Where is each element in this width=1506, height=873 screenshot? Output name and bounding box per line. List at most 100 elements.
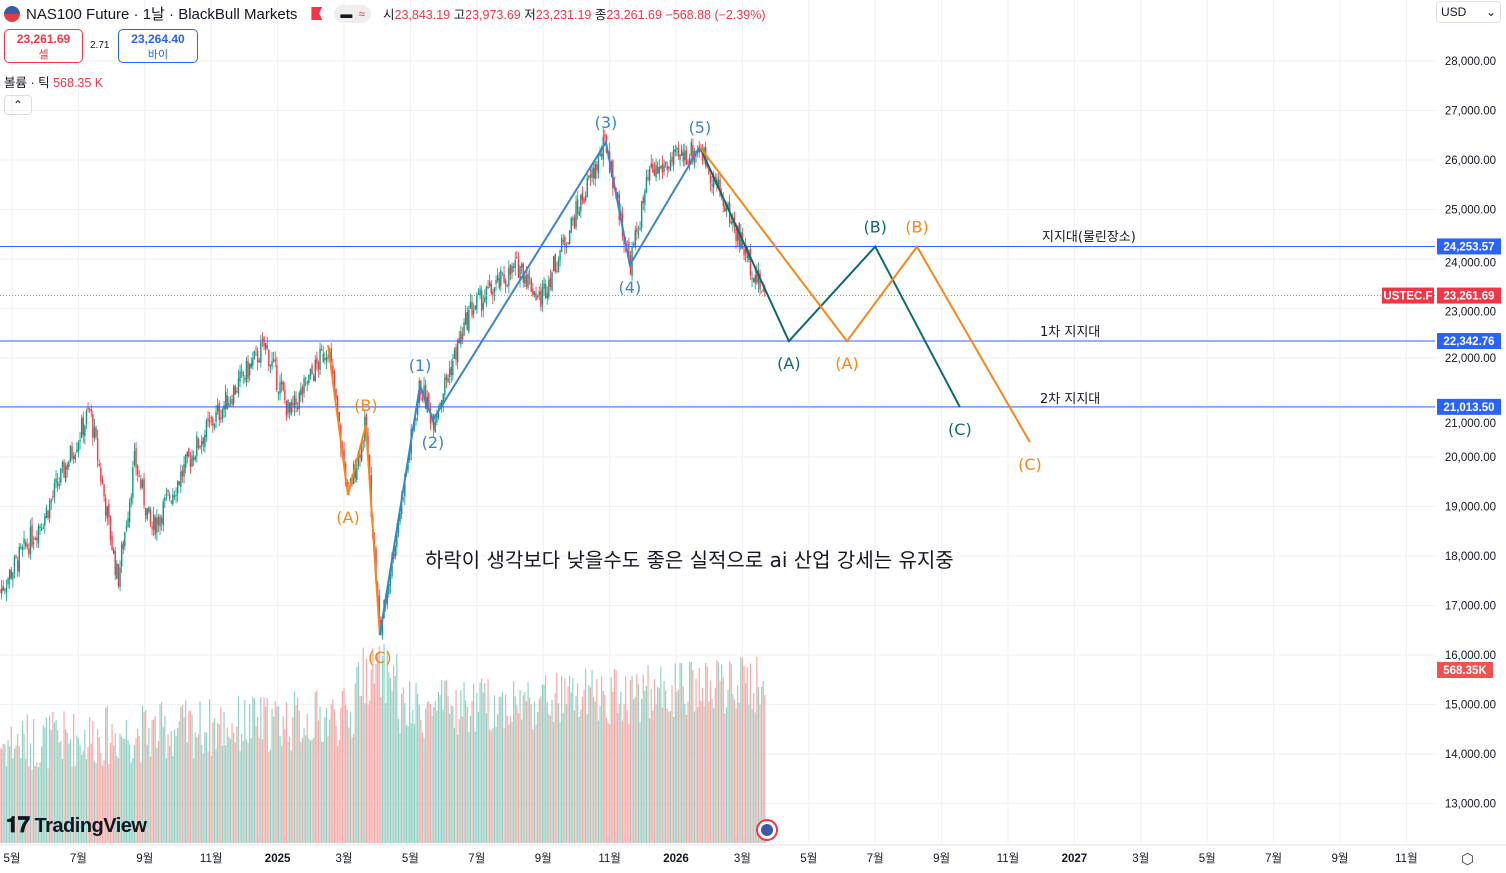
candle [399,512,401,523]
volume-bar [425,708,427,843]
settings-icon[interactable]: ⬡ [1461,851,1475,868]
candle [79,439,81,442]
candle [132,467,134,498]
volume-bar [519,689,521,843]
zone-label-1: 1차 지지대 [1040,325,1101,340]
volume-bar [68,743,70,843]
volume-bar [287,741,289,843]
candle [664,161,667,166]
volume-bar [613,669,616,843]
candle [128,502,131,522]
wave-label: (3) [595,113,618,132]
volume-bar [322,741,324,843]
candle [468,309,470,332]
symbol-title[interactable]: NAS100 Future · 1날 · BlackBull Markets [26,6,298,23]
volume-bar [335,726,337,843]
volume-bar [455,690,457,843]
candle [234,385,236,395]
volume-bar [353,734,355,843]
candle [191,455,193,467]
volume-bar [52,711,54,843]
volume-bar [679,662,681,843]
price-tick: 17,000.00 [1445,601,1496,613]
candle [472,310,475,314]
candle [135,448,137,468]
volume-bar [730,663,732,843]
tradingview-logo[interactable]: 𝟏𝟕 TradingView [6,812,147,837]
volume-bar [23,733,25,843]
candle [111,536,113,550]
volume-bar [20,758,22,843]
candle [471,301,473,316]
candle [84,425,86,437]
volume-bar [77,738,80,843]
ohlc-values: 시23,843.19 고23,973.69 저23,231.19 종23,261… [383,8,766,22]
volume-bar [609,724,611,843]
candle [240,369,243,371]
volume-bar [532,729,534,843]
zone-price-tag-0: 24,253.57 [1443,241,1494,253]
candle [66,464,68,470]
volume-bar [487,679,489,843]
volume-bar [127,739,129,843]
candle [56,481,59,487]
indicator-toggle[interactable]: ▬ ≈ [334,4,371,23]
volume-bar [308,738,310,843]
volume-bar [290,750,292,843]
volume-bar [95,763,97,843]
candle [445,375,448,380]
collapse-legend-button[interactable]: ⌃ [4,95,32,115]
volume-bar [81,754,83,843]
candle [7,578,9,585]
volume-bar [570,692,572,843]
candle [644,191,646,205]
flag-marker-icon[interactable] [311,7,323,20]
candle [220,417,222,420]
candle [616,191,619,199]
candle [676,148,678,150]
candle [597,157,600,174]
candle [314,359,316,381]
volume-bar [586,714,588,843]
volume-bar [674,663,676,843]
candle [551,272,553,291]
volume-bar [447,696,449,843]
wave-label: (B) [354,396,377,415]
candle [332,365,334,374]
symbol-tag-bg [1382,287,1434,304]
volume-bar [97,729,99,843]
volume-bar [490,730,492,843]
currency-select[interactable]: USD ⌄ [1436,1,1501,23]
candle [482,302,484,310]
candle [648,168,651,181]
buy-button[interactable]: 23,264.40 바이 [118,29,198,63]
sell-button[interactable]: 23,261.69 셀 [4,29,83,63]
candle [239,371,241,382]
volume-bar [2,743,4,843]
candle [122,542,124,549]
volume-bar [170,731,172,843]
price-tick: 22,000.00 [1445,353,1496,365]
volume-bar [561,675,563,843]
volume-bar [597,720,600,843]
volume-bar [453,727,456,843]
candle [0,590,1,592]
candle [229,400,232,403]
candle [604,134,606,137]
volume-bar [245,739,248,843]
volume-bar [596,678,598,843]
candle [490,283,492,294]
volume-bar [385,703,387,843]
candle [677,147,680,157]
volume-bar [37,767,40,843]
volume-bar [313,737,315,843]
volume-bar [141,705,144,843]
candle [452,360,454,376]
chart-annotation[interactable]: 하락이 생각보다 낮을수도 좋은 실적으로 ai 산업 강세는 유지중 [425,548,954,572]
volume-bar [610,677,612,843]
volume-bar [177,727,179,843]
candle [221,409,224,419]
volume-bar [121,736,123,843]
volume-bar [647,665,649,843]
